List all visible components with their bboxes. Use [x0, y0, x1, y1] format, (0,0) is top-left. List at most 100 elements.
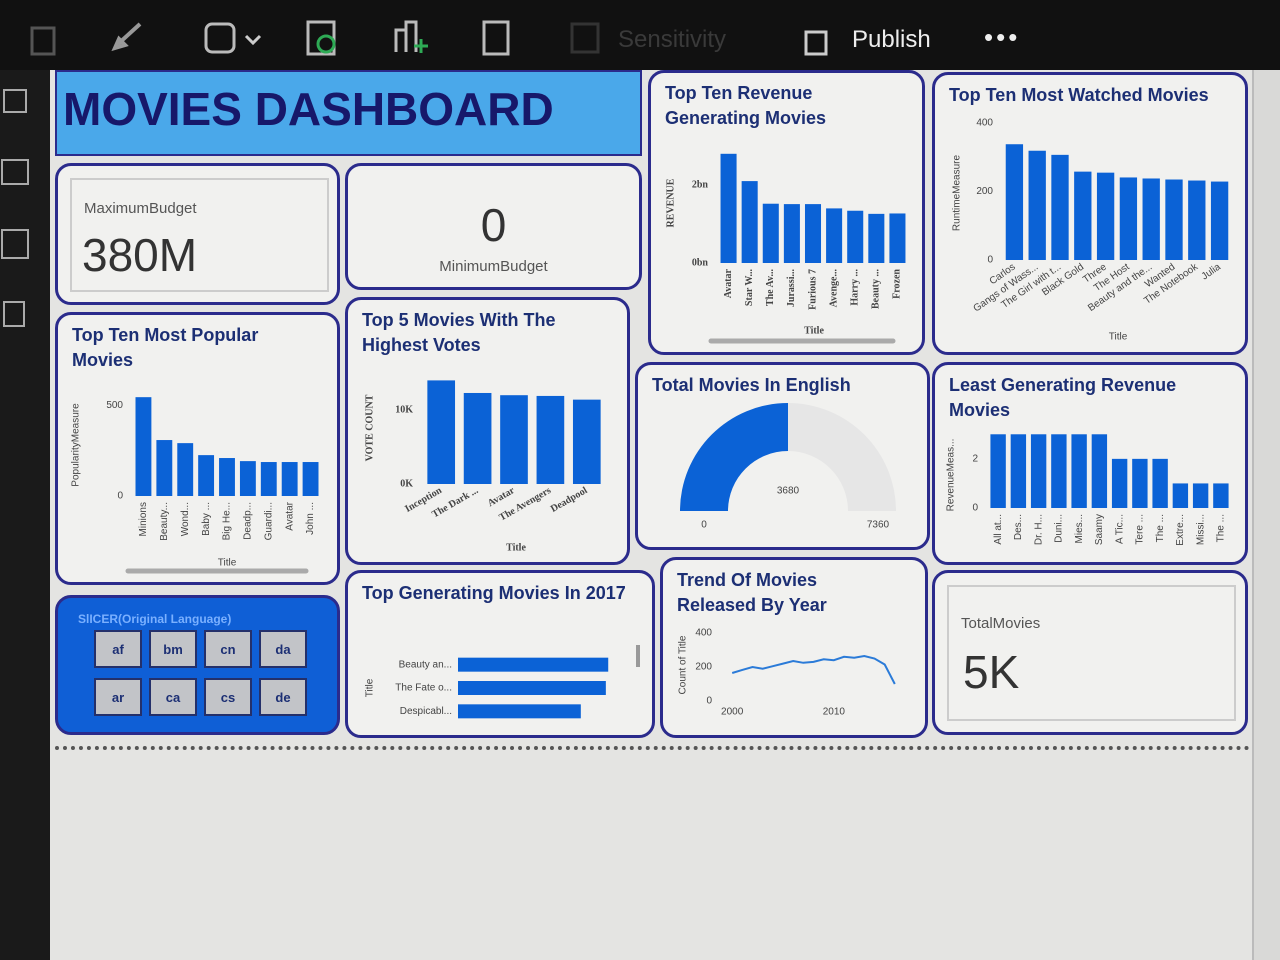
- page-boundary: [55, 746, 1250, 750]
- y-tick-label: The Fate o...: [395, 683, 452, 694]
- y-tick-label: 2bn: [692, 179, 709, 190]
- slicer-option[interactable]: bm: [149, 630, 197, 668]
- publish-icon: [804, 30, 828, 56]
- slicer-option[interactable]: af: [94, 630, 142, 668]
- report-view-icon[interactable]: [3, 89, 27, 113]
- slicer-option[interactable]: de: [259, 678, 307, 716]
- slicer-option[interactable]: cs: [204, 678, 252, 716]
- x-tick-label: Guardi...: [263, 502, 274, 540]
- model-view-icon[interactable]: [1, 229, 29, 259]
- x-tick-label: Jurassi...: [786, 269, 797, 308]
- bar: [239, 461, 256, 496]
- slicer-option[interactable]: da: [259, 630, 307, 668]
- brush-icon: [111, 22, 142, 52]
- y-tick-label: 400: [976, 118, 993, 129]
- data-icon: [204, 22, 236, 54]
- card-label: MaximumBudget: [84, 200, 197, 217]
- x-tick-label: Wond...: [180, 502, 191, 536]
- toolbar: Sensitivity Publish •••: [0, 0, 1280, 70]
- bar: [198, 455, 215, 496]
- x-axis-label: Title: [218, 558, 237, 569]
- bar: [1119, 177, 1138, 260]
- x-tick-label: Harry ...: [850, 269, 861, 306]
- gauge-value-label: 3680: [777, 486, 800, 497]
- bar: [1071, 434, 1087, 508]
- slicer-option[interactable]: ca: [149, 678, 197, 716]
- bar: [1010, 434, 1027, 508]
- bar: [1188, 180, 1206, 260]
- refresh-arrow: [316, 34, 336, 54]
- x-tick-label: Mies...: [1074, 514, 1085, 543]
- line: [731, 654, 896, 685]
- x-tick-label: Missi...: [1195, 514, 1206, 545]
- bar: [1132, 458, 1148, 508]
- bar: [868, 213, 885, 263]
- card: TotalMovies 5K: [932, 570, 1248, 735]
- bar: [990, 434, 1006, 508]
- table-view-icon[interactable]: [1, 159, 29, 185]
- x-tick-label: Avenge...: [828, 269, 839, 308]
- slicer-option[interactable]: cn: [204, 630, 252, 668]
- x-tick-label: The ...: [1155, 514, 1166, 542]
- x-tick-label: Furious 7: [807, 269, 818, 310]
- bar: [1152, 458, 1168, 508]
- y-axis-label: Count of Title: [678, 635, 689, 694]
- bar: [1096, 172, 1115, 260]
- y-axis-label: RevenueMeas...: [946, 439, 957, 512]
- card-value: 5K: [963, 646, 1020, 698]
- y-tick-label: 0bn: [692, 257, 709, 268]
- visual: Title Beauty an... The Fate o... Despicabl.…: [365, 645, 640, 719]
- bar: [219, 458, 235, 496]
- bar: [804, 204, 822, 263]
- x-tick-label: The ...: [1216, 514, 1227, 542]
- bar: [1074, 171, 1092, 260]
- toolbar-item[interactable]: Sensitivity: [618, 26, 727, 53]
- visual-title: Top Ten Revenue Generating Movies: [665, 83, 827, 128]
- y-tick-label: 400: [695, 628, 712, 639]
- visual-icon: [394, 20, 418, 52]
- bar: [458, 704, 581, 719]
- x-tick-label: Star W...: [744, 269, 755, 307]
- bar: [847, 210, 864, 263]
- bar: [826, 208, 843, 263]
- bar: [1210, 181, 1229, 260]
- bar: [741, 181, 758, 263]
- x-tick-label: All at...: [993, 514, 1004, 545]
- scrollbar: [636, 645, 640, 667]
- bar: [572, 399, 601, 484]
- dax-icon[interactable]: [3, 301, 25, 327]
- visual-panel: Total Movies In English 3680 0 7360: [635, 362, 930, 550]
- calc-icon: [482, 20, 510, 56]
- x-tick-label: Saamy: [1094, 514, 1105, 545]
- card-label: TotalMovies: [961, 615, 1041, 632]
- x-tick-label: Julia: [1200, 261, 1224, 282]
- x-tick-label: Dr. H...: [1033, 514, 1044, 545]
- visual: REVENUE Title 0bn 2bn Avatar Star W... The Av.…: [665, 153, 906, 344]
- x-axis-label: Title: [506, 542, 526, 553]
- more-icon[interactable]: •••: [984, 22, 1021, 52]
- y-tick-label: 0: [706, 696, 712, 707]
- x-tick-label: Avatar: [723, 268, 734, 298]
- visual-title: Top Ten Most Watched Movies: [949, 85, 1209, 105]
- slicer: SlICER(Original Language) af bm cn da ar ca cs…: [55, 595, 340, 735]
- slicer-option[interactable]: ar: [94, 678, 142, 716]
- gauge-value: [680, 403, 788, 511]
- x-tick-label: Deadp...: [243, 502, 254, 540]
- toolbar-icons: [30, 20, 828, 56]
- y-tick-label: 0: [117, 491, 123, 502]
- y-axis-label: PopularityMeasure: [71, 403, 82, 487]
- visual: Count of Title 0 200 400 2000 2010: [678, 628, 896, 718]
- x-tick-label: Frozen: [892, 269, 903, 299]
- sidebar-icons: [1, 89, 29, 327]
- y-tick-label: 2: [972, 453, 978, 464]
- bar: [135, 397, 152, 496]
- bar: [500, 395, 528, 484]
- y-tick-label: 200: [695, 662, 712, 673]
- bar: [1030, 434, 1047, 508]
- x-tick-label: Big He...: [222, 502, 233, 540]
- y-tick-label: 200: [976, 186, 993, 197]
- toolbar-item[interactable]: Publish: [852, 26, 931, 53]
- card: MaximumBudget 380M: [55, 163, 340, 305]
